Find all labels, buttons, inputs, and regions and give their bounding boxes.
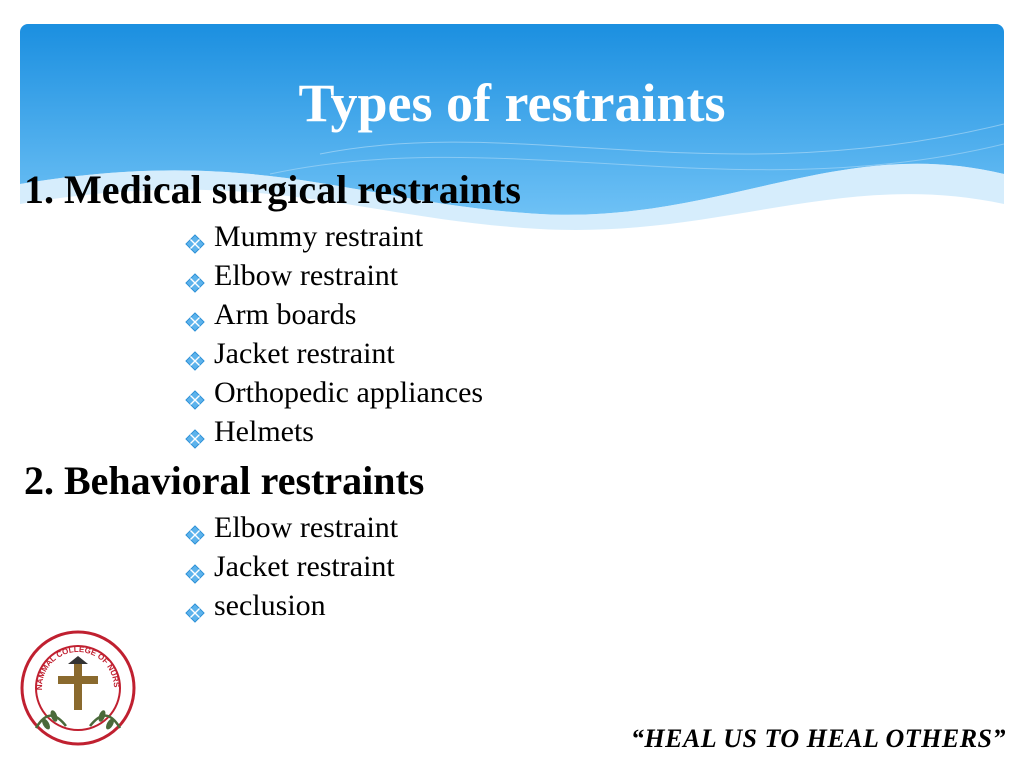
list-item: Helmets	[184, 412, 1000, 451]
section-2: 2. Behavioral restraints Elbow restraint…	[24, 457, 1000, 625]
item-text: Arm boards	[214, 295, 356, 334]
diamond-bullet-icon	[184, 421, 206, 443]
college-logo: ANNAMMAL COLLEGE OF NURSING	[18, 628, 138, 748]
list-item: seclusion	[184, 586, 1000, 625]
diamond-bullet-icon	[184, 517, 206, 539]
diamond-bullet-icon	[184, 265, 206, 287]
item-text: Jacket restraint	[214, 547, 395, 586]
list-item: Orthopedic appliances	[184, 373, 1000, 412]
diamond-bullet-icon	[184, 556, 206, 578]
motto-text: “HEAL US TO HEAL OTHERS”	[631, 724, 1006, 754]
list-item: Jacket restraint	[184, 334, 1000, 373]
bullet-list: Mummy restraint Elbow restraint Arm boar…	[184, 217, 1000, 451]
diamond-bullet-icon	[184, 343, 206, 365]
list-item: Elbow restraint	[184, 508, 1000, 547]
item-text: Mummy restraint	[214, 217, 423, 256]
item-text: Helmets	[214, 412, 314, 451]
section-heading: 2. Behavioral restraints	[24, 457, 1000, 504]
list-item: Mummy restraint	[184, 217, 1000, 256]
item-text: Elbow restraint	[214, 256, 398, 295]
item-text: Jacket restraint	[214, 334, 395, 373]
diamond-bullet-icon	[184, 382, 206, 404]
item-text: Elbow restraint	[214, 508, 398, 547]
list-item: Jacket restraint	[184, 547, 1000, 586]
logo-svg: ANNAMMAL COLLEGE OF NURSING	[18, 628, 138, 748]
diamond-bullet-icon	[184, 304, 206, 326]
item-text: Orthopedic appliances	[214, 373, 483, 412]
slide-title: Types of restraints	[0, 72, 1024, 134]
bullet-list: Elbow restraint Jacket restraint seclusi…	[184, 508, 1000, 625]
item-text: seclusion	[214, 586, 326, 625]
diamond-bullet-icon	[184, 595, 206, 617]
section-1: 1. Medical surgical restraints Mummy res…	[24, 166, 1000, 451]
section-heading: 1. Medical surgical restraints	[24, 166, 1000, 213]
content-area: 1. Medical surgical restraints Mummy res…	[24, 160, 1000, 625]
list-item: Elbow restraint	[184, 256, 1000, 295]
list-item: Arm boards	[184, 295, 1000, 334]
diamond-bullet-icon	[184, 226, 206, 248]
